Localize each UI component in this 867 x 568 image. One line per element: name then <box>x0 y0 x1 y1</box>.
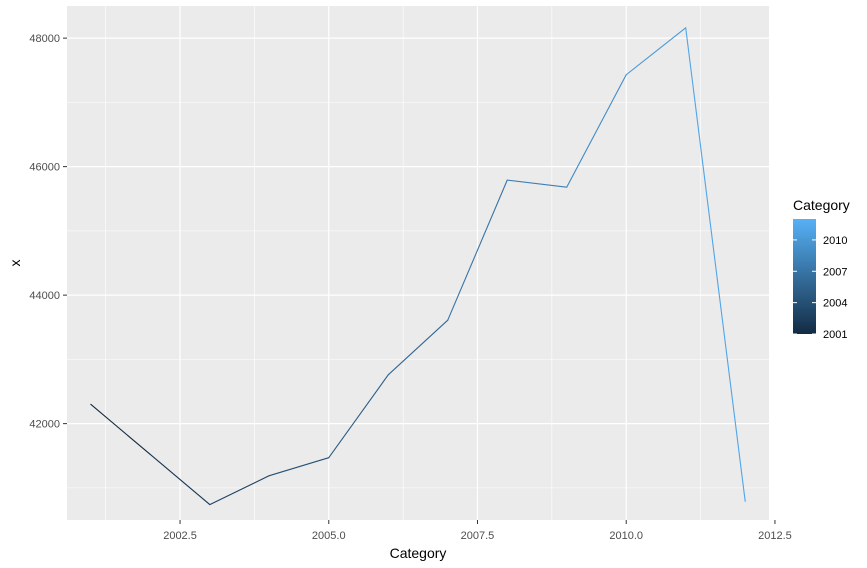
legend-tick-label: 2007 <box>823 266 847 278</box>
x-tick-label: 2007.5 <box>461 530 495 542</box>
y-axis-title: x <box>7 260 23 267</box>
x-tick-label: 2010.0 <box>609 530 643 542</box>
series-line-segment <box>625 27 687 76</box>
x-axis: 2002.5 2005.0 2007.5 2010.0 2012.5 <box>163 520 792 542</box>
series-line-segment <box>328 374 389 459</box>
legend-colorbar <box>793 219 816 334</box>
x-axis-title: Category <box>390 545 447 561</box>
y-tick-label: 42000 <box>29 419 60 431</box>
series-line-segment <box>387 319 449 376</box>
x-tick-label: 2005.0 <box>312 530 346 542</box>
x-tick-label: 2002.5 <box>163 530 197 542</box>
y-tick-label: 44000 <box>29 290 60 302</box>
y-tick-label: 46000 <box>29 162 60 174</box>
x-tick-label: 2012.5 <box>758 530 792 542</box>
series-line-segment <box>268 457 330 477</box>
legend: Category 2001 2004 2007 2010 <box>793 197 850 341</box>
series-line <box>90 27 746 506</box>
legend-ticks: 2001 2004 2007 2010 <box>793 235 847 341</box>
legend-tick-label: 2010 <box>823 235 847 247</box>
series-line-segment <box>447 179 508 321</box>
major-gridlines <box>67 6 769 520</box>
legend-tick-label: 2004 <box>823 298 847 310</box>
series-line-segment <box>209 475 270 506</box>
series-line-segment <box>90 403 151 456</box>
y-tick-label: 48000 <box>29 33 60 45</box>
legend-title: Category <box>793 197 850 213</box>
series-line-segment <box>566 74 627 188</box>
series-line-segment <box>149 453 211 506</box>
series-line-segment <box>506 179 568 188</box>
series-line-segment <box>685 27 746 502</box>
legend-tick-label: 2001 <box>823 329 847 341</box>
minor-gridlines <box>67 6 769 520</box>
y-axis: 42000 44000 46000 48000 <box>29 33 67 431</box>
plot-panel <box>67 6 769 520</box>
